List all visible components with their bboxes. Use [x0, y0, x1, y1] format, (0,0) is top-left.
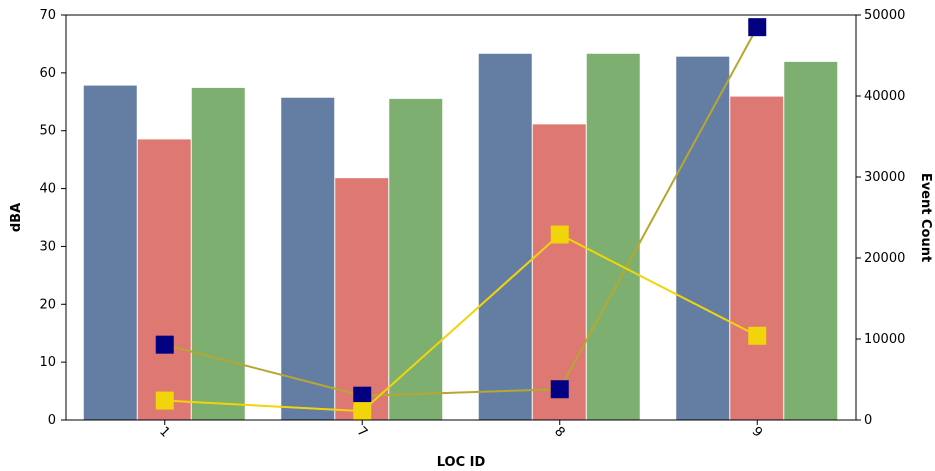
y-right-tick-label: 10000	[864, 332, 905, 347]
y-tick-label: 0	[48, 413, 56, 428]
y-right-tick-label: 0	[864, 413, 872, 428]
plot-frame	[65, 14, 857, 421]
bar-s1-1	[83, 85, 137, 420]
bar-s1-9	[676, 56, 730, 421]
y-tick-label: 40	[39, 182, 56, 197]
bar-s2-1	[137, 139, 191, 420]
y-tick-label: 30	[39, 239, 56, 254]
y-tick-label: 50	[39, 124, 56, 139]
y-right-tick-label: 20000	[864, 251, 905, 266]
y-right-tick-label: 50000	[864, 8, 905, 23]
x-axis-title: LOC ID	[437, 455, 486, 470]
y-tick-label: 70	[39, 8, 56, 23]
lines-layer	[155, 18, 767, 421]
bar-s1-8	[478, 53, 532, 421]
bar-s3-7	[389, 98, 443, 421]
bar-s1-7	[281, 97, 335, 420]
y-axis-title: dBA	[9, 203, 24, 232]
y-tick-label: 60	[39, 66, 56, 81]
bar-s3-1	[191, 87, 245, 421]
point-s1-1	[155, 335, 174, 354]
point-s2-7	[353, 402, 372, 421]
bars-layer	[83, 53, 838, 421]
x-tick-label: 7	[354, 424, 370, 440]
bar-s2-9	[730, 96, 784, 420]
y-tick-label: 10	[39, 355, 56, 370]
x-tick-label: 8	[551, 424, 567, 440]
y-tick-label: 20	[39, 297, 56, 312]
bar-s3-8	[586, 53, 640, 421]
y-right-tick-label: 40000	[864, 89, 905, 104]
point-s1-8	[550, 380, 569, 399]
bar-s2-8	[532, 124, 586, 420]
bar-s3-9	[784, 61, 838, 420]
line-series-2	[164, 233, 758, 413]
axes-layer: 0 10 20 30 40 50 60 70 0 10000 20000 30000 40000 5000…	[39, 8, 905, 441]
y-axis-right-title: Event Count	[918, 173, 933, 262]
x-tick-label: 9	[749, 424, 765, 440]
point-s1-9	[748, 18, 767, 37]
point-s1-7	[353, 386, 372, 405]
x-tick-label: 1	[156, 424, 172, 440]
point-s2-9	[748, 326, 767, 345]
y-right-tick-label: 30000	[864, 170, 905, 185]
line-series-1	[164, 26, 759, 397]
point-s2-1	[155, 391, 174, 410]
point-s2-8	[550, 225, 569, 244]
bar-s2-7	[335, 178, 389, 420]
